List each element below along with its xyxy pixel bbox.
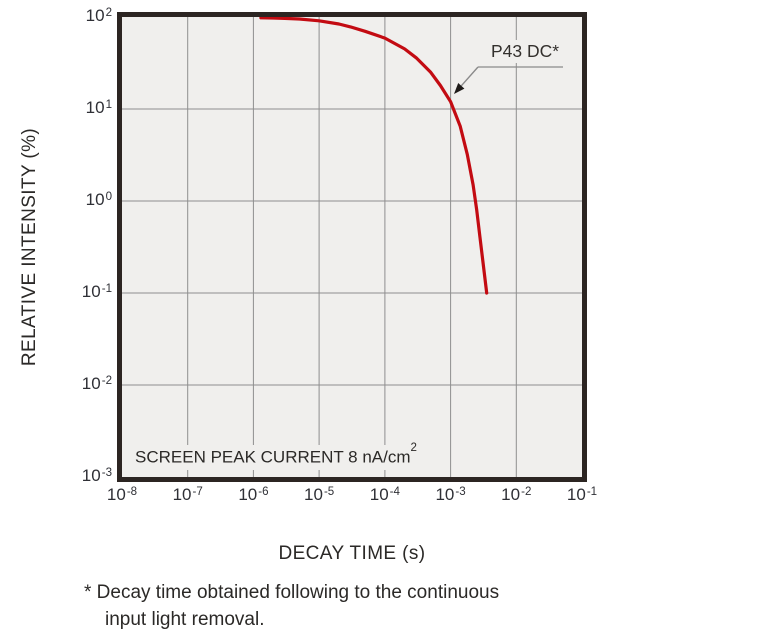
- annotation-leader-line: [454, 66, 563, 94]
- x-axis-title: DECAY TIME (s): [278, 543, 426, 564]
- y-tick-label: 10-2: [81, 374, 112, 393]
- y-tick-label: 10-1: [81, 282, 112, 301]
- gridlines: [122, 17, 582, 477]
- inset-condition-label: SCREEN PEAK CURRENT 8 nA/cm2: [130, 442, 422, 470]
- chart-canvas: [122, 17, 582, 477]
- y-tick-label: 100: [85, 190, 112, 209]
- footnote: * Decay time obtained following to the c…: [84, 580, 499, 634]
- x-tick-label: 10-5: [304, 485, 335, 504]
- footnote-line-1: * Decay time obtained following to the c…: [84, 582, 500, 603]
- x-tick-label: 10-2: [501, 485, 532, 504]
- plot-area: P43 DC* SCREEN PEAK CURRENT 8 nA/cm2: [117, 12, 587, 482]
- x-tick-label: 10-7: [172, 485, 203, 504]
- y-tick-label: 101: [85, 98, 112, 117]
- inset-superscript: 2: [410, 442, 417, 455]
- y-tick-label: 102: [85, 6, 112, 25]
- footnote-line-2: input light removal.: [105, 608, 265, 630]
- y-tick-label: 10-3: [81, 466, 112, 485]
- arrowhead-icon: [454, 83, 465, 94]
- y-axis-title: RELATIVE INTENSITY (%): [19, 127, 40, 367]
- x-tick-label: 10-8: [106, 485, 138, 504]
- decay-curve: [259, 17, 489, 295]
- inset-condition-text: SCREEN PEAK CURRENT 8 nA/cm: [135, 448, 411, 467]
- x-tick-label: 10-3: [435, 485, 466, 504]
- x-tick-label: 10-6: [238, 485, 269, 504]
- x-tick-label: 10-1: [566, 485, 598, 504]
- series-annotation-label: P43 DC*: [478, 40, 572, 63]
- x-tick-label: 10-4: [369, 485, 400, 504]
